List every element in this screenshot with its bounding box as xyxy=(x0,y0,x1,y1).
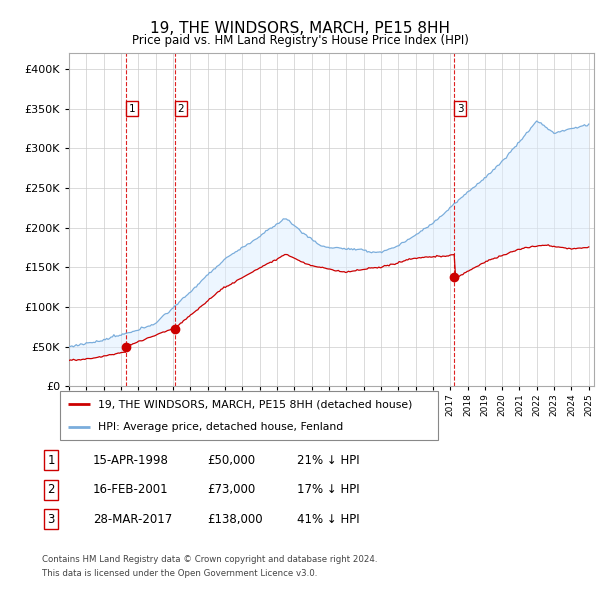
Text: 28-MAR-2017: 28-MAR-2017 xyxy=(93,513,172,526)
Text: 2: 2 xyxy=(47,483,55,496)
Text: 17% ↓ HPI: 17% ↓ HPI xyxy=(297,483,359,496)
Text: 3: 3 xyxy=(47,513,55,526)
Text: £138,000: £138,000 xyxy=(207,513,263,526)
FancyBboxPatch shape xyxy=(60,391,438,440)
Text: 19, THE WINDSORS, MARCH, PE15 8HH: 19, THE WINDSORS, MARCH, PE15 8HH xyxy=(150,21,450,35)
Text: 2: 2 xyxy=(178,104,184,114)
Text: HPI: Average price, detached house, Fenland: HPI: Average price, detached house, Fenl… xyxy=(98,422,343,432)
Text: 19, THE WINDSORS, MARCH, PE15 8HH (detached house): 19, THE WINDSORS, MARCH, PE15 8HH (detac… xyxy=(98,399,412,409)
Text: 1: 1 xyxy=(47,454,55,467)
Text: Price paid vs. HM Land Registry's House Price Index (HPI): Price paid vs. HM Land Registry's House … xyxy=(131,34,469,47)
Text: £73,000: £73,000 xyxy=(207,483,255,496)
Text: 16-FEB-2001: 16-FEB-2001 xyxy=(93,483,169,496)
Text: 1: 1 xyxy=(128,104,135,114)
Text: 3: 3 xyxy=(457,104,464,114)
Text: Contains HM Land Registry data © Crown copyright and database right 2024.: Contains HM Land Registry data © Crown c… xyxy=(42,555,377,564)
Text: 21% ↓ HPI: 21% ↓ HPI xyxy=(297,454,359,467)
Text: 15-APR-1998: 15-APR-1998 xyxy=(93,454,169,467)
Text: 41% ↓ HPI: 41% ↓ HPI xyxy=(297,513,359,526)
Text: This data is licensed under the Open Government Licence v3.0.: This data is licensed under the Open Gov… xyxy=(42,569,317,578)
Text: £50,000: £50,000 xyxy=(207,454,255,467)
